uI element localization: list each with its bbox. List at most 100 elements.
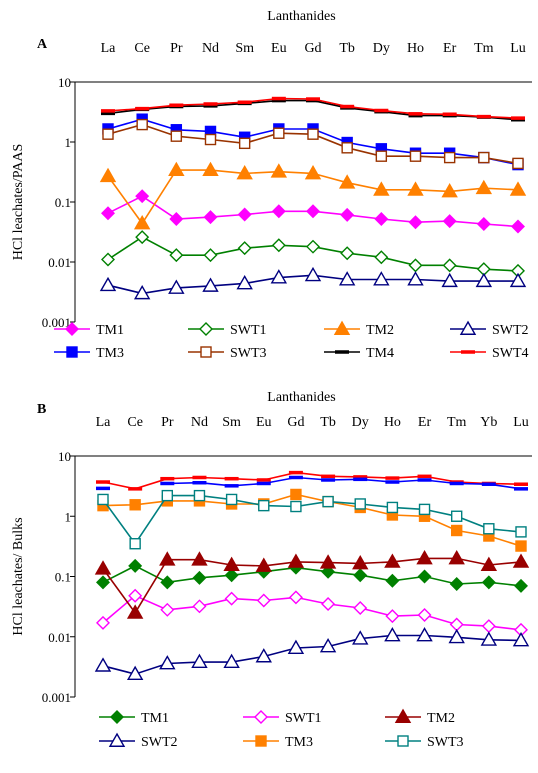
data-point: [256, 593, 271, 608]
data-point: [168, 279, 185, 294]
legend-label: SWT1: [285, 711, 322, 726]
data-point: [319, 554, 337, 569]
data-point: [97, 493, 109, 506]
data-point: [509, 181, 527, 196]
data-point: [418, 503, 431, 516]
x-tick-label: Dy: [373, 41, 390, 56]
series-tm4: [101, 98, 525, 122]
chart-panel-A: Lanthanides A HCl leachates/PAAS La Ce Pr Nd Sm…: [11, 9, 532, 361]
data-point: [168, 161, 185, 177]
series-swt3: [102, 118, 524, 170]
legend-item-swt1: SWT1: [188, 322, 267, 338]
data-point: [159, 551, 176, 566]
data-point: [192, 570, 207, 585]
data-point: [385, 609, 400, 624]
legend-item-tm1: TM1: [99, 710, 169, 726]
x-tick-label: Nd: [202, 41, 219, 56]
x-tick-label: Tb: [339, 41, 355, 56]
legend-marker: [394, 708, 412, 723]
y-axis-title: HCl leachates/PAAS: [11, 144, 26, 261]
data-point: [273, 127, 285, 139]
data-point: [129, 538, 141, 550]
x-tick-label: Ho: [407, 41, 424, 56]
x-tick-label: La: [96, 415, 112, 430]
legend-label: TM3: [96, 346, 124, 361]
data-point: [416, 549, 433, 565]
data-point: [94, 657, 112, 672]
legend-marker: [333, 320, 351, 335]
data-point: [512, 553, 530, 568]
data-point: [169, 248, 184, 263]
y-tick-label: 0.1: [55, 570, 71, 585]
legend: TM1 SWT1 TM2 SWT2 TM3 SWT3: [99, 708, 464, 750]
data-point: [169, 212, 184, 227]
data-point: [511, 219, 525, 234]
legend-label: SWT3: [230, 346, 267, 361]
x-tick-label: Er: [443, 41, 457, 56]
data-point: [449, 617, 464, 632]
legend-item-tm2: TM2: [324, 320, 394, 338]
data-point: [416, 627, 433, 642]
legend-marker: [397, 735, 409, 747]
data-point: [225, 493, 238, 506]
legend-marker: [254, 710, 268, 724]
data-point: [224, 591, 239, 606]
data-point: [236, 274, 253, 290]
legend-label: TM2: [366, 323, 394, 338]
data-point: [128, 588, 143, 603]
legend-item-tm4: TM4: [324, 346, 394, 361]
data-point: [373, 271, 390, 286]
data-point: [159, 655, 176, 670]
data-point: [191, 653, 208, 669]
legend-marker: [65, 322, 79, 336]
x-tick-label: Eu: [271, 41, 287, 56]
data-point: [478, 151, 490, 164]
data-point: [515, 526, 527, 538]
data-point: [126, 604, 144, 619]
data-point: [384, 553, 401, 568]
y-tick-label: 10: [58, 449, 71, 464]
y-tick-label: 0.01: [48, 255, 71, 270]
data-point: [287, 639, 305, 654]
data-point: [161, 489, 174, 502]
data-point: [340, 246, 355, 261]
chart-title: Lanthanides: [267, 390, 335, 405]
data-point: [483, 523, 495, 535]
data-point: [407, 271, 424, 286]
legend-marker: [200, 346, 212, 358]
data-point: [476, 217, 491, 231]
y-tick-label: 0.1: [55, 195, 71, 210]
data-point: [374, 250, 389, 265]
data-point: [136, 118, 148, 131]
data-point: [192, 599, 207, 614]
data-point: [306, 239, 320, 254]
x-tick-label: Tm: [474, 41, 494, 56]
series-unlabeled-6: [96, 470, 528, 491]
data-point: [373, 181, 390, 196]
legend-marker: [459, 320, 477, 335]
y-tick-label: 0.001: [42, 315, 71, 330]
data-point: [353, 601, 368, 615]
data-point: [338, 271, 356, 286]
legend-item-swt2: SWT2: [450, 320, 529, 338]
x-tick-label: Tm: [447, 415, 467, 430]
data-point: [375, 150, 388, 162]
data-point: [386, 501, 399, 514]
x-tick-label: Ho: [384, 415, 401, 430]
data-point: [290, 488, 302, 501]
data-point: [96, 615, 110, 630]
legend-item-tm1: TM1: [54, 322, 124, 338]
legend-label: SWT4: [492, 346, 529, 361]
legend-marker: [255, 735, 267, 747]
data-point: [307, 128, 319, 140]
x-tick-label: Sm: [222, 415, 241, 430]
x-tick-label: Nd: [191, 415, 208, 430]
x-tick-label: Dy: [352, 415, 369, 430]
legend-item-swt4: SWT4: [450, 346, 529, 361]
data-point: [306, 204, 320, 219]
data-point: [352, 554, 369, 570]
data-point: [441, 183, 458, 198]
x-tick-label: Sm: [235, 41, 254, 56]
x-tick-label: Pr: [161, 415, 174, 430]
x-tick-label: Yb: [480, 415, 497, 430]
